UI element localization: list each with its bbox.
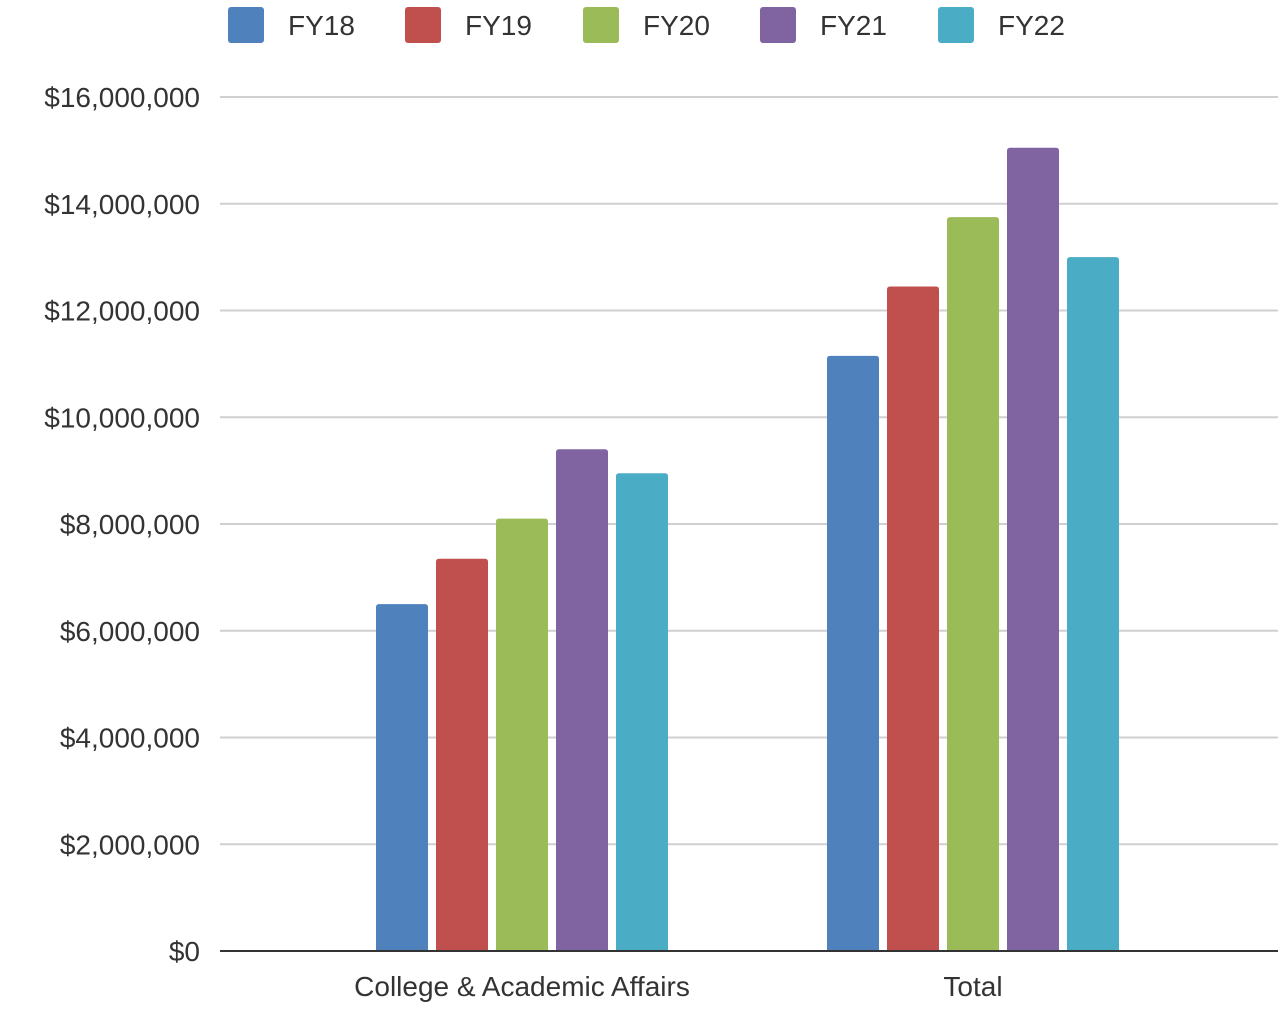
- x-category-label: College & Academic Affairs: [354, 971, 690, 1002]
- legend: FY18 FY19 FY20 FY21 FY22: [228, 7, 1065, 43]
- legend-swatch-fy20: [583, 7, 619, 43]
- bar-fy22-total: [1067, 257, 1119, 951]
- bars: [376, 147, 1119, 952]
- y-tick-label: $14,000,000: [44, 189, 200, 220]
- y-tick-label: $10,000,000: [44, 402, 200, 433]
- x-axis-categories: College & Academic Affairs Total: [354, 971, 1002, 1002]
- bar-fy20-college-academic-affairs: [496, 518, 548, 951]
- y-tick-label: $0: [169, 936, 200, 967]
- legend-swatch-fy19: [405, 7, 441, 43]
- bar-fy19-college-academic-affairs: [436, 558, 488, 951]
- legend-label-fy21: FY21: [820, 10, 887, 41]
- y-tick-label: $16,000,000: [44, 82, 200, 113]
- bar-fy18-college-academic-affairs: [376, 604, 428, 951]
- legend-swatch-fy22: [938, 7, 974, 43]
- y-axis-ticks: $0 $2,000,000 $4,000,000 $6,000,000 $8,000,0…: [44, 82, 200, 967]
- bar-fy19-total: [887, 286, 939, 951]
- bar-fy18-total: [827, 355, 879, 951]
- x-category-label: Total: [943, 971, 1002, 1002]
- bar-fy22-college-academic-affairs: [616, 473, 668, 951]
- legend-label-fy18: FY18: [288, 10, 355, 41]
- bar-fy21-total: [1007, 147, 1059, 952]
- y-tick-label: $4,000,000: [60, 723, 200, 754]
- y-tick-label: $6,000,000: [60, 616, 200, 647]
- y-tick-label: $2,000,000: [60, 829, 200, 860]
- legend-label-fy19: FY19: [465, 10, 532, 41]
- legend-label-fy22: FY22: [998, 10, 1065, 41]
- bar-fy20-total: [947, 217, 999, 951]
- legend-swatch-fy18: [228, 7, 264, 43]
- legend-swatch-fy21: [760, 7, 796, 43]
- y-tick-label: $8,000,000: [60, 509, 200, 540]
- y-tick-label: $12,000,000: [44, 296, 200, 327]
- legend-label-fy20: FY20: [643, 10, 710, 41]
- bar-fy21-college-academic-affairs: [556, 449, 608, 951]
